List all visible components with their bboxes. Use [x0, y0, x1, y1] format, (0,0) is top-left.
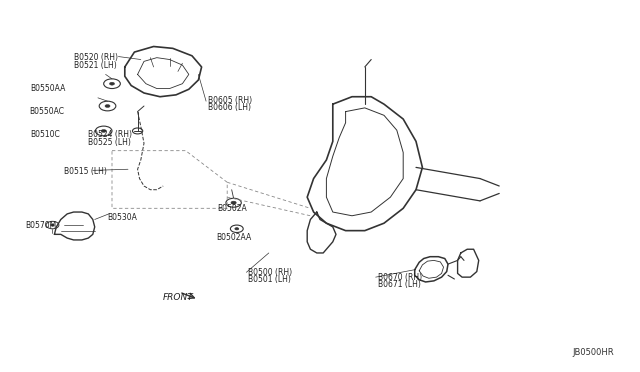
Text: B0530A: B0530A [108, 213, 138, 222]
Text: B0550AC: B0550AC [29, 107, 64, 116]
Text: B0520 (RH): B0520 (RH) [74, 53, 118, 62]
Text: B0500 (RH): B0500 (RH) [248, 268, 292, 277]
Circle shape [101, 129, 106, 132]
Text: B0606 (LH): B0606 (LH) [208, 103, 251, 112]
Text: B0550AA: B0550AA [31, 84, 66, 93]
Text: B0525 (LH): B0525 (LH) [88, 138, 131, 147]
Text: FRONT: FRONT [163, 293, 194, 302]
Text: B0502AA: B0502AA [216, 233, 252, 242]
Circle shape [109, 82, 115, 85]
Circle shape [235, 228, 239, 230]
Text: B0670 (RH): B0670 (RH) [378, 273, 422, 282]
Text: JB0500HR: JB0500HR [573, 348, 614, 357]
Circle shape [132, 128, 143, 134]
Circle shape [105, 105, 110, 108]
Text: B0524 (RH): B0524 (RH) [88, 130, 132, 139]
Text: B0501 (LH): B0501 (LH) [248, 275, 291, 284]
Text: B0502A: B0502A [218, 204, 247, 213]
Circle shape [231, 201, 236, 204]
Text: B0605 (RH): B0605 (RH) [208, 96, 252, 105]
Text: B0671 (LH): B0671 (LH) [378, 280, 420, 289]
Text: B0515 (LH): B0515 (LH) [64, 167, 107, 176]
Circle shape [51, 224, 54, 226]
Text: B0521 (LH): B0521 (LH) [74, 61, 116, 70]
Text: B0510C: B0510C [31, 130, 60, 139]
Text: B0570M: B0570M [26, 221, 57, 230]
